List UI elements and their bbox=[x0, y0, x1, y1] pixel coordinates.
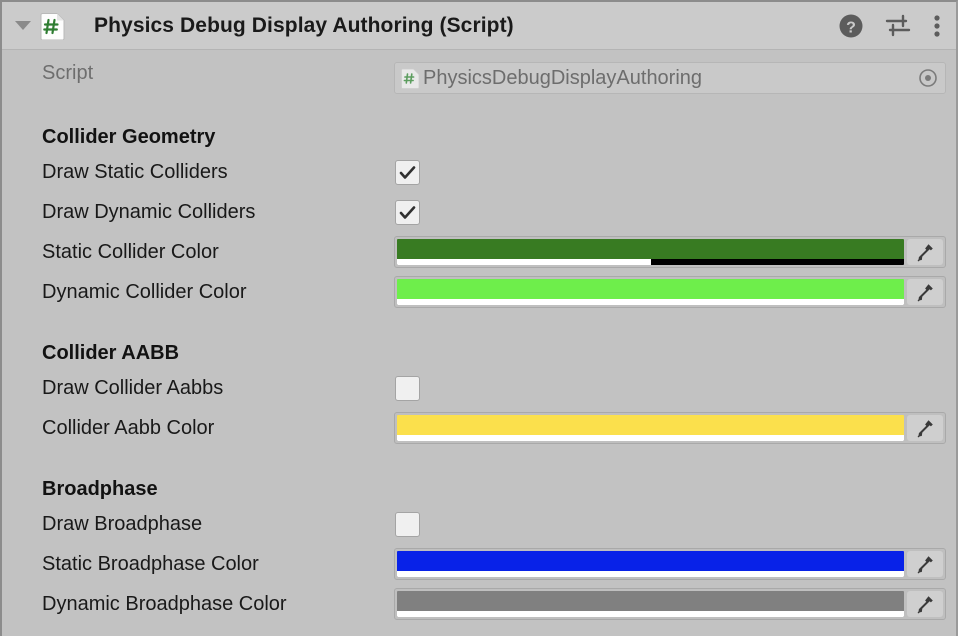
color-swatch[interactable] bbox=[397, 415, 904, 441]
color-alpha-bar bbox=[397, 611, 904, 617]
header-icon-group: ? bbox=[838, 13, 942, 39]
color-main bbox=[397, 239, 904, 259]
color-alpha-fill bbox=[397, 611, 904, 617]
eyedropper-icon[interactable] bbox=[907, 591, 943, 617]
row-label: Draw Static Colliders bbox=[42, 160, 228, 183]
row-static-broadphase-color[interactable]: Static Broadphase Color bbox=[2, 544, 956, 584]
section-header-collider-geometry: Collider Geometry bbox=[2, 110, 956, 152]
color-alpha-fill bbox=[397, 259, 651, 265]
eyedropper-icon[interactable] bbox=[907, 239, 943, 265]
color-alpha-bar bbox=[397, 571, 904, 577]
color-alpha-bar bbox=[397, 259, 904, 265]
color-swatch[interactable] bbox=[397, 239, 904, 265]
color-swatch[interactable] bbox=[397, 591, 904, 617]
color-field-dynamic-broadphase-color[interactable] bbox=[394, 588, 946, 620]
color-alpha-bar bbox=[397, 299, 904, 305]
row-draw-static-colliders[interactable]: Draw Static Colliders bbox=[2, 152, 956, 192]
row-draw-collider-aabbs[interactable]: Draw Collider Aabbs bbox=[2, 368, 956, 408]
svg-text:?: ? bbox=[846, 19, 856, 36]
foldout-arrow-icon[interactable] bbox=[12, 15, 34, 37]
checkbox-draw-static-colliders[interactable] bbox=[395, 159, 420, 185]
section-header-collider-aabb: Collider AABB bbox=[2, 326, 956, 368]
row-draw-broadphase[interactable]: Draw Broadphase bbox=[2, 504, 956, 544]
row-dynamic-collider-color[interactable]: Dynamic Collider Color bbox=[2, 272, 956, 312]
color-alpha-bar bbox=[397, 435, 904, 441]
color-field-static-broadphase-color[interactable] bbox=[394, 548, 946, 580]
row-label: Draw Broadphase bbox=[42, 512, 203, 535]
section-title: Collider AABB bbox=[42, 342, 180, 364]
help-icon[interactable]: ? bbox=[838, 13, 864, 39]
row-label: Static Collider Color bbox=[42, 240, 219, 263]
color-field-dynamic-collider-color[interactable] bbox=[394, 276, 946, 308]
color-main bbox=[397, 551, 904, 571]
color-field-static-collider-color[interactable] bbox=[394, 236, 946, 268]
color-field-collider-aabb-color[interactable] bbox=[394, 412, 946, 444]
row-label: Collider Aabb Color bbox=[42, 416, 215, 439]
script-label: Script bbox=[42, 61, 94, 84]
page-title: Physics Debug Display Authoring (Script) bbox=[94, 13, 514, 37]
checkbox-draw-collider-aabbs[interactable] bbox=[395, 375, 420, 401]
color-main bbox=[397, 591, 904, 611]
color-alpha-fill bbox=[397, 435, 904, 441]
section-title: Collider Geometry bbox=[42, 126, 216, 148]
row-dynamic-broadphase-color[interactable]: Dynamic Broadphase Color bbox=[2, 584, 956, 624]
color-main bbox=[397, 415, 904, 435]
color-alpha-fill bbox=[397, 299, 904, 305]
row-label: Draw Dynamic Colliders bbox=[42, 200, 256, 223]
color-swatch[interactable] bbox=[397, 551, 904, 577]
color-alpha-fill bbox=[397, 571, 904, 577]
preset-sliders-icon[interactable] bbox=[884, 13, 912, 39]
script-value: PhysicsDebugDisplayAuthoring bbox=[423, 66, 703, 89]
script-object-field[interactable]: PhysicsDebugDisplayAuthoring bbox=[394, 62, 946, 94]
eyedropper-icon[interactable] bbox=[907, 415, 943, 441]
checkbox-draw-dynamic-colliders[interactable] bbox=[395, 199, 420, 225]
row-label: Dynamic Broadphase Color bbox=[42, 592, 287, 615]
color-main bbox=[397, 279, 904, 299]
row-label: Draw Collider Aabbs bbox=[42, 376, 224, 399]
row-static-collider-color[interactable]: Static Collider Color bbox=[2, 232, 956, 272]
inspector-body: Script PhysicsDebugDisplayAuthoring bbox=[2, 50, 956, 624]
row-draw-dynamic-colliders[interactable]: Draw Dynamic Colliders bbox=[2, 192, 956, 232]
row-label: Static Broadphase Color bbox=[42, 552, 259, 575]
csharp-script-icon bbox=[40, 12, 66, 40]
color-swatch[interactable] bbox=[397, 279, 904, 305]
more-vertical-icon[interactable] bbox=[932, 13, 942, 39]
row-collider-aabb-color[interactable]: Collider Aabb Color bbox=[2, 408, 956, 448]
section-header-broadphase: Broadphase bbox=[2, 462, 956, 504]
checkbox-draw-broadphase[interactable] bbox=[395, 511, 420, 537]
eyedropper-icon[interactable] bbox=[907, 551, 943, 577]
section-title: Broadphase bbox=[42, 478, 158, 500]
row-script: Script bbox=[2, 50, 956, 96]
row-label: Dynamic Collider Color bbox=[42, 280, 247, 303]
target-select-icon[interactable] bbox=[917, 67, 939, 89]
triangle-down-icon bbox=[15, 21, 31, 30]
eyedropper-icon[interactable] bbox=[907, 279, 943, 305]
csharp-script-icon bbox=[401, 68, 420, 89]
component-header[interactable]: Physics Debug Display Authoring (Script)… bbox=[2, 2, 956, 50]
